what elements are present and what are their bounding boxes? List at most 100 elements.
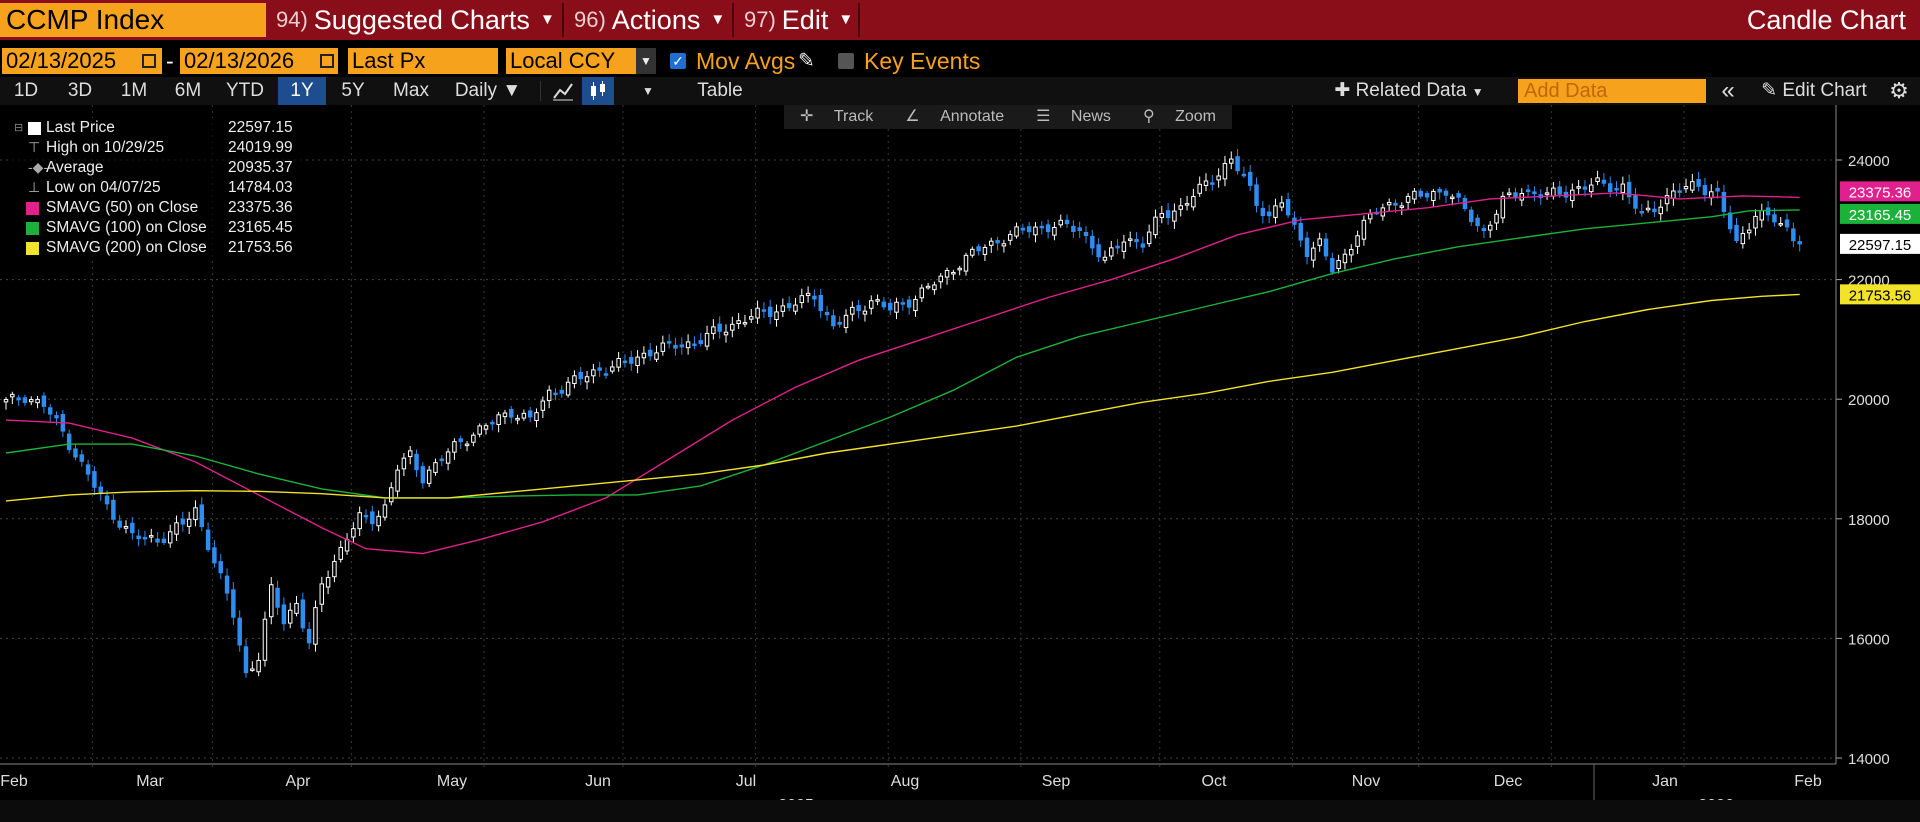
ma-line — [5, 293, 1800, 502]
news-tool[interactable]: ☰ News — [1020, 105, 1127, 129]
news-label: News — [1070, 108, 1111, 125]
candle-body — [869, 300, 874, 309]
candle-body — [1418, 190, 1423, 197]
collapse-icon[interactable]: « — [1721, 77, 1735, 104]
actions-menu[interactable]: 96) Actions ▼ — [574, 0, 725, 40]
candle — [1127, 231, 1133, 247]
currency-dropdown-icon[interactable]: ▼ — [636, 48, 656, 74]
candle-body — [685, 341, 691, 349]
track-tool[interactable]: ✛ Track — [784, 105, 889, 129]
period-1d[interactable]: 1D — [13, 80, 39, 101]
candle — [1683, 178, 1689, 193]
key-events-checkbox[interactable] — [838, 53, 854, 69]
candle-body — [1677, 190, 1682, 193]
zoom-tool[interactable]: ⚲ Zoom — [1127, 105, 1232, 129]
candle — [1153, 209, 1158, 239]
candle-body — [161, 538, 167, 544]
candle-body — [1469, 209, 1474, 223]
candle-body — [1203, 180, 1209, 186]
period-max[interactable]: Max — [393, 80, 429, 101]
collapse-icon[interactable]: ⊟ — [14, 122, 24, 134]
candle-body — [970, 248, 975, 256]
candle-body — [976, 246, 981, 252]
ticker-input[interactable]: CCMP Index — [0, 3, 266, 37]
table-button[interactable]: Table — [697, 80, 743, 101]
period-6m[interactable]: 6M — [174, 80, 202, 101]
candle — [1462, 195, 1468, 212]
candle-body — [900, 302, 906, 305]
candle — [629, 350, 634, 371]
candle — [10, 391, 15, 405]
candle-body — [1330, 258, 1335, 273]
related-data-menu[interactable]: ✚ Related Data ▼ — [1322, 77, 1496, 105]
candle — [29, 396, 34, 406]
price-tag: 23375.36 — [1840, 181, 1920, 202]
candle — [1709, 184, 1714, 206]
candle-body — [1367, 213, 1373, 220]
y-tick-label: 14000 — [1848, 751, 1890, 768]
candle-body — [54, 415, 59, 419]
candle-body — [780, 305, 786, 312]
candle-body — [433, 462, 438, 473]
ma-line — [5, 192, 1800, 555]
candle-body — [666, 341, 672, 344]
field-select[interactable]: Last Px — [348, 48, 498, 74]
period-1m[interactable]: 1M — [120, 80, 148, 101]
candle-body — [761, 309, 767, 312]
candle — [275, 580, 280, 615]
candle — [300, 592, 306, 633]
candle — [22, 394, 28, 407]
calendar-icon[interactable] — [142, 54, 156, 68]
period-ytd[interactable]: YTD — [226, 80, 264, 101]
candle-body — [1159, 213, 1165, 218]
line-chart-icon[interactable] — [548, 77, 578, 105]
candle — [565, 377, 571, 398]
candle — [414, 449, 419, 477]
candle-body — [16, 397, 21, 401]
candle — [723, 324, 729, 343]
calendar-icon[interactable] — [320, 54, 334, 68]
candle-body — [591, 369, 596, 377]
end-date-input[interactable]: 02/13/2026 — [180, 48, 338, 74]
candle — [584, 370, 590, 390]
mov-avgs-checkbox[interactable]: ✓ — [670, 53, 686, 69]
candle — [212, 540, 217, 568]
candle-body — [1475, 217, 1480, 227]
candle — [117, 515, 122, 531]
period-3d[interactable]: 3D — [67, 80, 93, 101]
gear-icon[interactable]: ⚙ — [1889, 78, 1909, 103]
candle — [812, 289, 817, 307]
edit-chart-button[interactable]: ✎ Edit Chart — [1748, 77, 1880, 105]
annotate-tool[interactable]: ∠ Annotate — [889, 105, 1020, 129]
candle — [1039, 221, 1045, 235]
candle — [1456, 190, 1461, 203]
start-date-input[interactable]: 02/13/2025 — [2, 48, 162, 74]
candle — [780, 298, 786, 318]
legend-row-sma50: SMAVG (50) on Close 23375.36 — [12, 198, 302, 218]
pencil-icon[interactable]: ✎ — [798, 50, 815, 72]
edit-menu[interactable]: 97) Edit ▼ — [744, 0, 853, 40]
candle — [237, 610, 242, 652]
period-1y[interactable]: 1Y — [278, 77, 326, 105]
x-month-label: Jul — [736, 773, 756, 790]
candle — [332, 554, 337, 583]
candle-body — [679, 344, 685, 348]
annotate-icon: ∠ — [905, 108, 920, 125]
candle-body — [1652, 208, 1657, 213]
candle-body — [1393, 202, 1398, 206]
candle-body — [749, 316, 754, 320]
add-data-input[interactable]: Add Data — [1518, 79, 1706, 103]
candle — [1266, 204, 1272, 224]
candle-body — [294, 602, 299, 614]
period-5y[interactable]: 5Y — [341, 80, 365, 101]
currency-select[interactable]: Local CCY — [506, 48, 654, 74]
candle-chart-icon[interactable] — [582, 77, 614, 105]
swatch-sma50 — [26, 202, 39, 215]
x-year-label: 2026 — [1698, 797, 1734, 800]
suggested-charts-menu[interactable]: 94) Suggested Charts ▼ — [276, 0, 555, 40]
frequency-select[interactable]: Daily ▼ — [454, 80, 522, 101]
candle — [1134, 232, 1139, 249]
chart-type-dropdown-icon[interactable]: ▼ — [642, 84, 654, 98]
